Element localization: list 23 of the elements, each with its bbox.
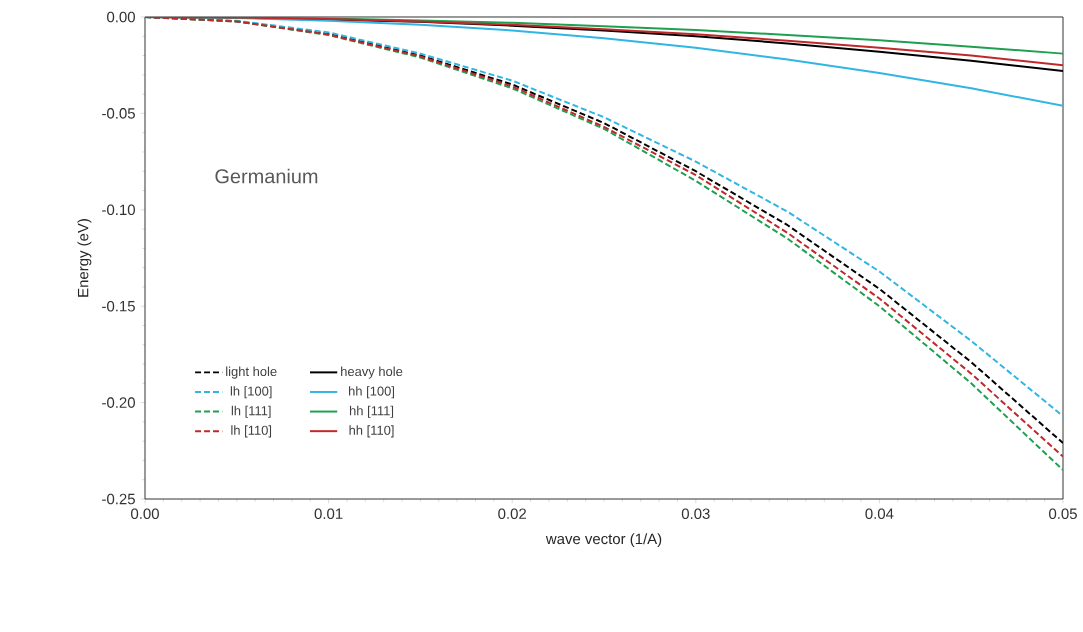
y-tick-label: 0.00: [107, 11, 135, 23]
x-tick-label: 0.04: [865, 508, 894, 520]
x-tick-label: 0.05: [1049, 508, 1077, 520]
legend-label: lh [111]: [231, 405, 271, 418]
y-tick-label: -0.10: [102, 204, 135, 216]
x-tick-label: 0.01: [314, 508, 343, 520]
legend-label: hh [110]: [349, 425, 394, 438]
y-tick-label: -0.20: [102, 397, 135, 408]
legend-label: lh [110]: [231, 425, 272, 438]
y-tick-label: -0.15: [102, 300, 135, 312]
x-tick-label: 0.03: [681, 508, 710, 520]
x-tick-label: 0.00: [131, 508, 159, 520]
legend-label: heavy hole: [341, 366, 403, 379]
legend-label: light hole: [226, 366, 277, 379]
y-axis-title: Energy (eV): [77, 219, 92, 297]
legend-label: lh [100]: [230, 386, 272, 399]
legend-label: hh [111]: [349, 405, 394, 418]
legend-label: hh [100]: [349, 386, 394, 399]
x-tick-label: 0.02: [498, 508, 526, 520]
x-axis-title: wave vector (1/A): [545, 533, 662, 548]
y-tick-label: -0.25: [102, 493, 135, 505]
annotation: Germanium: [215, 168, 318, 184]
y-tick-label: -0.05: [102, 108, 135, 119]
